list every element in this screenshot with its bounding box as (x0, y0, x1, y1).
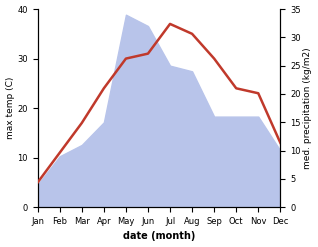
X-axis label: date (month): date (month) (123, 231, 195, 242)
Y-axis label: med. precipitation (kg/m2): med. precipitation (kg/m2) (303, 47, 313, 169)
Y-axis label: max temp (C): max temp (C) (5, 77, 15, 139)
